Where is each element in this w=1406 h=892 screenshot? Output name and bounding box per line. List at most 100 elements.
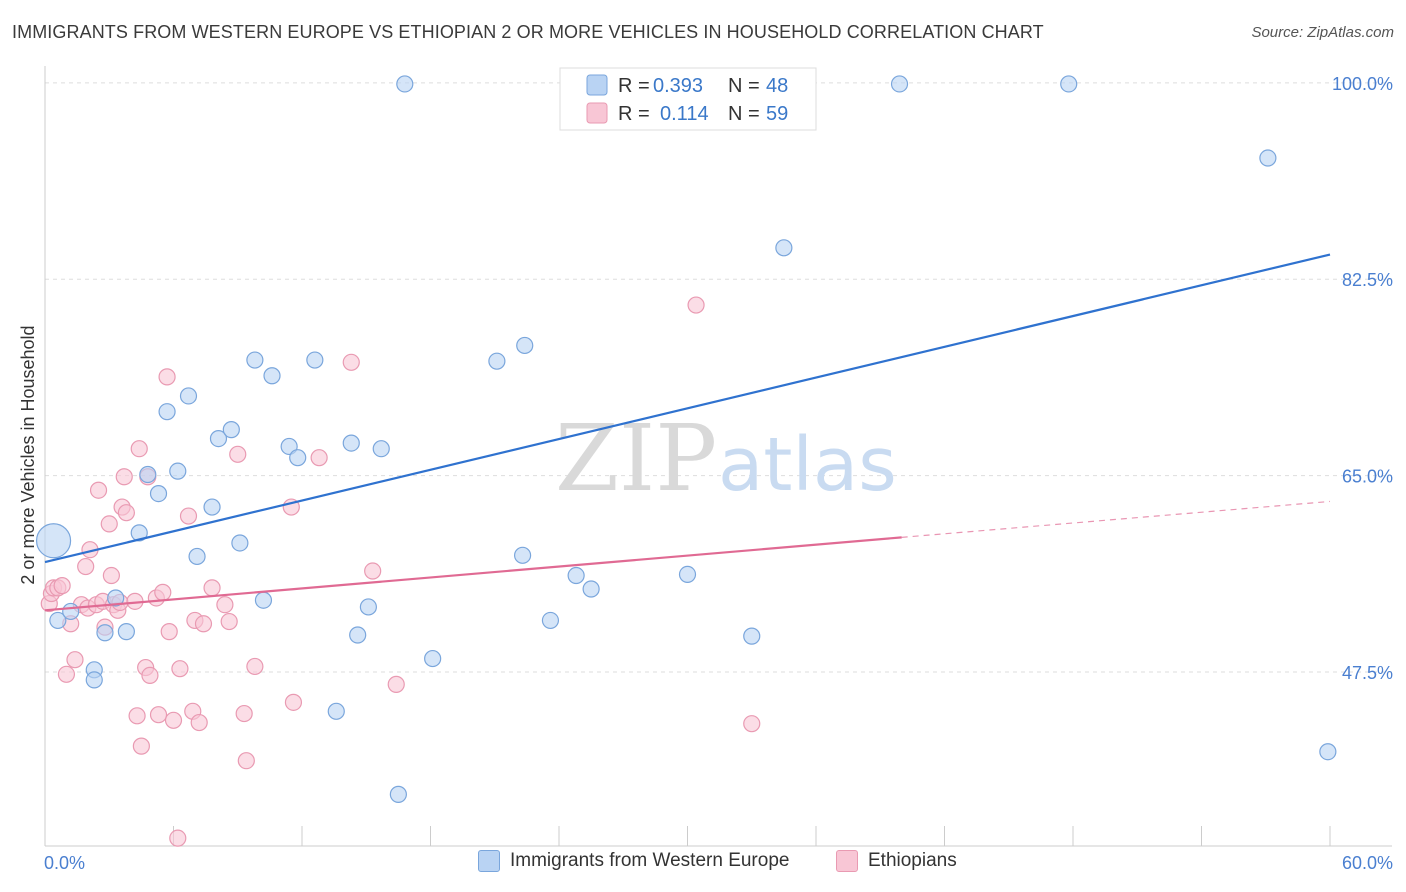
trend-lines: [44, 253, 1331, 612]
point-western-europe: [117, 623, 135, 641]
y-axis-label: 2 or more Vehicles in Household: [18, 325, 38, 584]
point-ethiopian: [364, 562, 382, 580]
y-tick-label: 47.5%: [1342, 663, 1393, 683]
point-western-europe: [188, 547, 206, 566]
point-western-europe: [389, 785, 407, 803]
point-ethiopian: [171, 660, 189, 678]
point-ethiopian: [53, 577, 71, 595]
watermark-zip: ZIP: [555, 405, 717, 512]
legend-item-western-europe: Immigrants from Western Europe: [478, 850, 789, 872]
tick-labels: 47.5% 65.0% 82.5% 100.0% 0.0% 60.0%: [44, 74, 1393, 873]
legend-swatch-western-europe: [478, 850, 500, 872]
point-western-europe: [231, 534, 249, 552]
legend-r-label-pink: R =: [618, 103, 650, 125]
y-tick-label: 65.0%: [1342, 467, 1393, 487]
legend-r-value-pink: 0.114: [660, 103, 709, 125]
point-ethiopian: [190, 713, 208, 732]
point-western-europe: [775, 239, 793, 257]
point-western-europe: [516, 336, 534, 355]
legend-swatch-pink: [586, 102, 608, 124]
point-western-europe: [541, 611, 560, 630]
legend-item-ethiopians: Ethiopians: [836, 850, 957, 872]
point-western-europe: [359, 598, 377, 616]
point-ethiopian: [743, 715, 761, 733]
point-western-europe: [396, 75, 414, 93]
point-western-europe: [246, 351, 264, 369]
grid: [45, 82, 1392, 673]
legend-label-western-europe: Immigrants from Western Europe: [510, 850, 790, 871]
point-ethiopian: [216, 596, 234, 614]
legend-r-value-blue: 0.393: [653, 75, 703, 97]
point-western-europe: [890, 75, 909, 93]
x-tick-label: 60.0%: [1342, 853, 1393, 873]
point-western-europe: [203, 498, 221, 516]
point-western-europe: [1060, 75, 1078, 93]
point-ethiopian: [220, 612, 238, 631]
point-ethiopian: [117, 504, 135, 522]
point-western-europe: [62, 602, 80, 621]
legend-swatch-ethiopians: [836, 850, 858, 872]
legend-n-label-pink: N =: [728, 103, 760, 125]
point-ethiopian: [387, 675, 405, 693]
point-ethiopian: [246, 657, 264, 676]
point-ethiopian: [132, 737, 150, 755]
point-ethiopian: [687, 296, 705, 314]
point-ethiopian: [179, 507, 198, 525]
point-western-europe: [209, 430, 228, 448]
point-ethiopian: [89, 481, 108, 499]
point-western-europe: [49, 611, 67, 630]
point-ethiopian: [115, 468, 133, 486]
point-western-europe: [149, 484, 168, 503]
legend-n-value-blue: 48: [766, 75, 788, 97]
point-ethiopian: [102, 566, 120, 585]
point-ethiopian: [141, 666, 159, 685]
point-western-europe: [424, 649, 442, 668]
point-western-europe: [130, 524, 148, 542]
watermark-atlas: atlas: [718, 422, 897, 508]
point-ethiopian: [100, 515, 118, 533]
point-ethiopian: [229, 445, 247, 463]
point-ethiopian: [160, 623, 178, 641]
point-western-europe: [179, 387, 198, 405]
y-tick-label: 100.0%: [1332, 74, 1393, 94]
point-ethiopian: [284, 693, 303, 711]
point-ethiopian: [164, 711, 183, 729]
point-western-europe: [96, 624, 114, 642]
point-ethiopian: [342, 353, 360, 371]
point-ethiopian: [194, 615, 213, 633]
point-ethiopian: [237, 752, 255, 770]
legend-n-label-blue: N =: [728, 75, 760, 97]
point-western-europe: [35, 523, 72, 559]
point-ethiopian: [169, 829, 187, 847]
point-western-europe: [342, 434, 360, 452]
legend-swatch-blue: [586, 74, 608, 96]
point-ethiopian: [158, 368, 176, 386]
point-western-europe: [306, 351, 324, 369]
trendline-extension-ethiopian: [901, 500, 1331, 538]
point-western-europe: [263, 367, 281, 385]
trendline-ethiopian: [44, 536, 902, 612]
point-ethiopian: [203, 579, 221, 597]
point-western-europe: [254, 591, 273, 609]
point-western-europe: [158, 403, 176, 421]
point-ethiopian: [149, 706, 168, 724]
point-western-europe: [678, 565, 697, 584]
point-ethiopian: [154, 583, 172, 601]
point-western-europe: [139, 465, 157, 484]
point-ethiopian: [77, 557, 95, 576]
legend-r-label-blue: R =: [618, 75, 650, 97]
point-western-europe: [1319, 743, 1337, 761]
point-western-europe: [169, 462, 187, 480]
chart-title: IMMIGRANTS FROM WESTERN EUROPE VS ETHIOP…: [12, 22, 1044, 42]
point-ethiopian: [128, 707, 146, 725]
x-tick-label: 0.0%: [44, 853, 85, 873]
point-ethiopian: [130, 440, 148, 458]
point-western-europe: [222, 421, 240, 439]
points-layer: [35, 75, 1337, 847]
point-western-europe: [567, 566, 585, 585]
point-ethiopian: [310, 449, 328, 467]
series-legend: Immigrants from Western Europe Ethiopian…: [0, 850, 1406, 880]
point-ethiopian: [235, 704, 253, 723]
point-ethiopian: [57, 665, 76, 683]
